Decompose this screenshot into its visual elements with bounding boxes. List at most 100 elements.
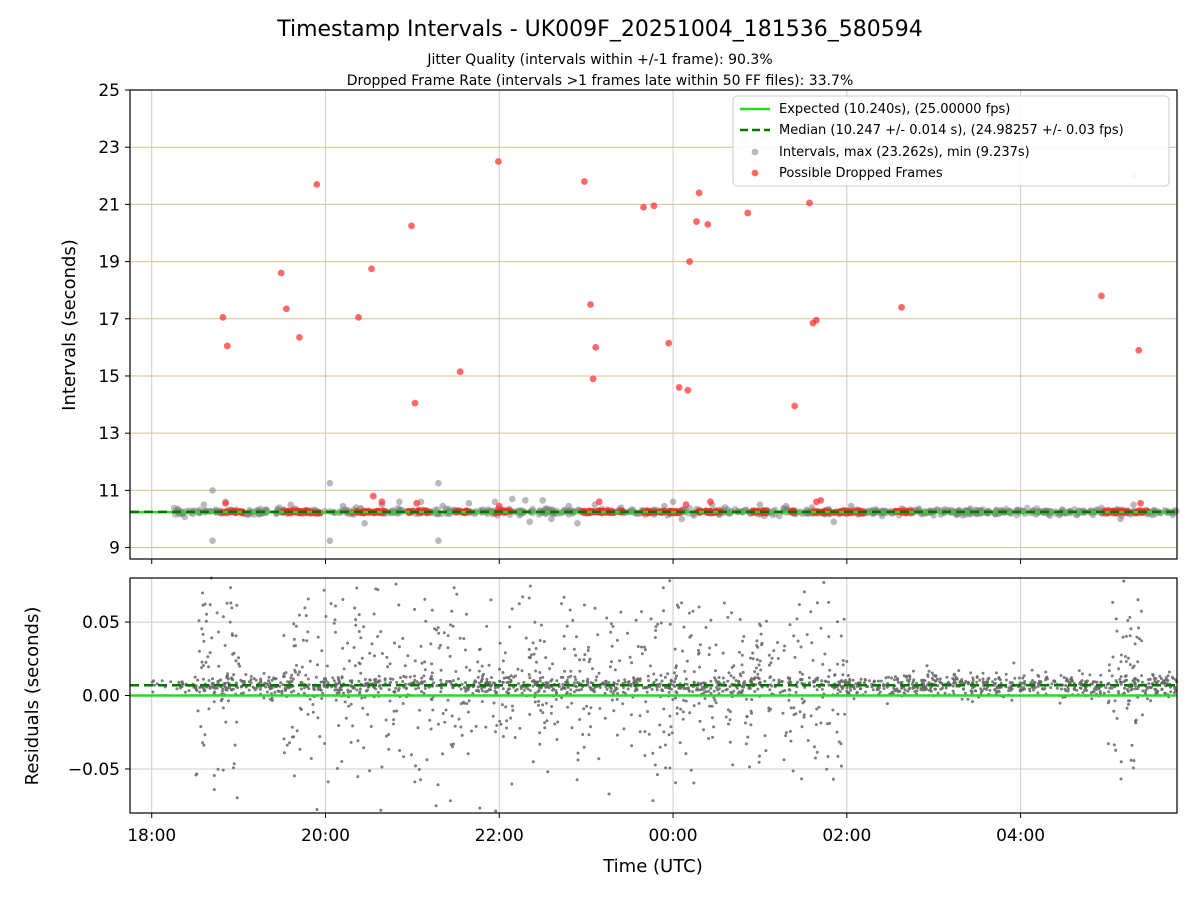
residual-point [434,804,438,808]
residual-point [235,796,239,800]
residual-point [778,691,782,694]
residual-point [936,684,940,688]
residual-point [512,675,516,679]
residual-point [691,690,695,694]
residual-point [863,678,867,681]
residual-point [594,678,598,682]
residual-point [577,688,581,692]
residual-point [744,721,747,725]
residual-point [893,678,896,682]
residual-point [200,660,204,664]
residual-point [610,698,614,702]
residual-point [1049,686,1053,690]
residual-point [549,711,553,715]
residual-point [796,680,800,684]
residual-point [672,671,676,675]
residual-point [680,601,684,605]
residual-point [703,681,707,685]
dropped-frame-point [693,218,700,225]
residual-point [270,699,274,702]
residual-point [444,708,448,712]
dropped-frame-point [595,498,603,506]
residual-point [816,676,820,680]
residual-point [1045,675,1049,679]
residual-point [1119,653,1123,657]
residual-point [598,707,602,710]
residual-point [1141,680,1144,684]
residual-point [562,595,566,599]
residual-point [435,628,438,632]
interval-point [522,497,529,504]
residual-point [813,756,817,760]
residual-point [200,627,204,631]
residual-point [322,588,326,592]
residual-point [819,626,823,630]
residual-point [391,677,395,681]
residual-point [788,623,792,627]
residual-point [201,677,205,681]
residual-point [295,663,298,667]
residual-point [979,690,983,694]
interval-point [435,537,442,544]
residual-point [997,686,1001,690]
residual-point [767,653,771,657]
residual-point [654,629,658,632]
residual-point [533,700,537,704]
residual-point [730,666,734,669]
residual-point [753,670,757,674]
residual-point [1136,660,1140,664]
residual-point [732,689,736,693]
residual-point [474,724,478,728]
residual-point [402,674,406,678]
residual-point [711,735,714,739]
residual-point [721,689,725,693]
residual-point [699,688,703,692]
residual-point [522,680,526,684]
dropped-frame-point [313,180,321,188]
residual-point [324,677,328,681]
legend-median-label: Median (10.247 +/- 0.014 s), (24.98257 +… [779,123,1124,138]
residual-point [1044,678,1047,682]
residuals-points [150,576,1179,813]
residual-point [379,630,383,634]
residual-point [1149,699,1153,703]
residual-point [960,678,964,682]
residual-point [1154,690,1158,694]
residual-point [1110,674,1114,678]
residual-point [351,724,355,728]
intervals-plot-frame [129,89,1178,560]
residual-point [674,666,678,670]
residual-point [664,685,667,689]
residual-point [572,681,576,685]
residual-point [292,689,296,693]
residual-point [854,682,858,686]
residual-point [414,687,418,691]
residual-point [787,698,791,702]
residual-point [911,669,915,673]
residual-point [204,619,208,623]
residual-point [234,681,238,685]
residual-point [273,691,277,694]
residual-point [1106,742,1110,746]
residual-point [440,686,443,690]
residual-point [555,738,559,741]
interval-point [200,501,208,508]
interval-point [721,504,729,511]
residual-point [394,686,398,690]
residual-point [201,632,205,636]
interval-point [574,519,581,527]
residual-point [632,677,636,681]
residual-point [202,689,206,693]
intervals-y-tick-label: 9 [109,539,120,559]
residual-point [372,612,376,616]
residual-point [604,679,608,683]
residual-point [494,730,497,734]
residual-point [784,734,788,738]
residual-point [815,750,819,754]
residual-point [615,638,619,642]
residual-point [906,689,910,693]
residual-point [713,698,717,702]
residual-point [448,654,452,658]
residual-point [734,679,738,682]
residual-point [349,689,353,693]
